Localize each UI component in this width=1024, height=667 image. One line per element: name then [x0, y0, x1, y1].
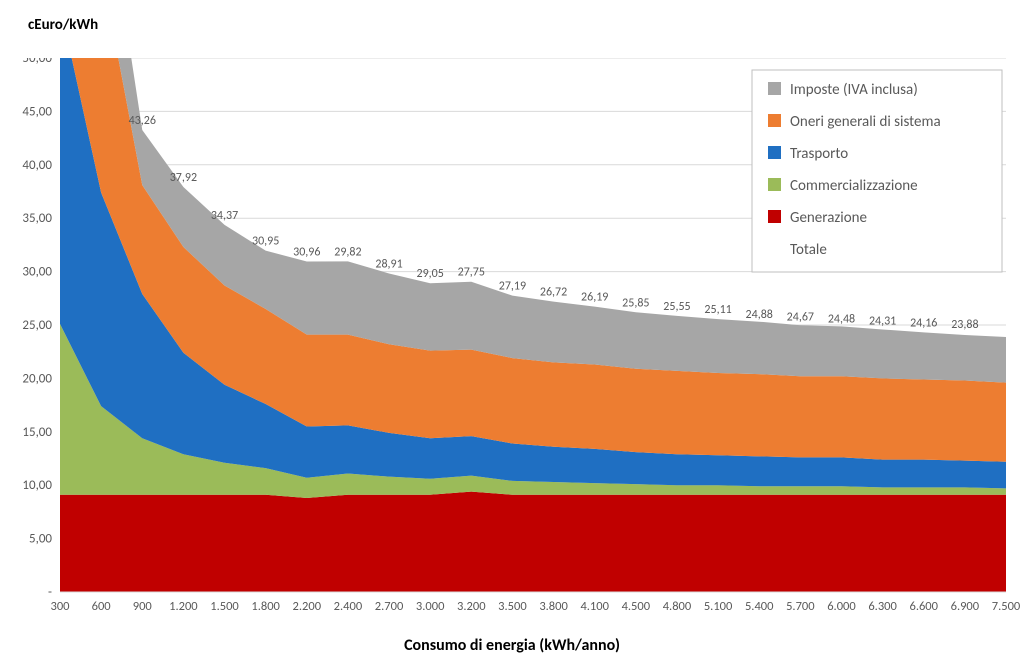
legend-swatch — [768, 146, 781, 159]
svg-text:-: - — [48, 585, 52, 600]
svg-text:6.300: 6.300 — [868, 599, 897, 614]
svg-text:2.400: 2.400 — [334, 599, 363, 614]
legend-label: Trasporto — [790, 145, 848, 163]
svg-text:20,00: 20,00 — [22, 371, 52, 386]
svg-text:3.500: 3.500 — [498, 599, 527, 614]
svg-text:30,00: 30,00 — [22, 265, 52, 280]
svg-text:6.900: 6.900 — [951, 599, 980, 614]
total-label: 30,96 — [293, 245, 320, 259]
total-label: 43,26 — [129, 114, 156, 128]
total-label: 37,92 — [170, 171, 197, 185]
svg-text:45,00: 45,00 — [22, 104, 52, 119]
legend-label: Generazione — [790, 209, 867, 227]
total-label: 27,75 — [458, 266, 485, 280]
svg-text:4.500: 4.500 — [622, 599, 651, 614]
svg-text:4.100: 4.100 — [580, 599, 609, 614]
svg-text:6.000: 6.000 — [827, 599, 856, 614]
svg-text:1.800: 1.800 — [251, 599, 280, 614]
svg-text:25,00: 25,00 — [22, 318, 52, 333]
svg-text:10,00: 10,00 — [22, 478, 52, 493]
x-axis-title: Consumo di energia (kWh/anno) — [0, 636, 1024, 655]
svg-text:15,00: 15,00 — [22, 425, 52, 440]
legend-swatch — [768, 210, 781, 223]
svg-text:2.700: 2.700 — [375, 599, 404, 614]
svg-text:3.000: 3.000 — [416, 599, 445, 614]
total-label: 24,67 — [787, 310, 814, 324]
area-chart: - 5,00 10,00 15,00 20,00 25,00 30,00 35,00 40,00… — [0, 0, 1024, 667]
svg-text:40,00: 40,00 — [22, 158, 52, 173]
total-label: 23,88 — [951, 318, 978, 332]
legend-label: Oneri generali di sistema — [790, 113, 941, 131]
svg-text:5.700: 5.700 — [786, 599, 815, 614]
legend-swatch — [768, 82, 781, 95]
chart-container: cEuro/kWh - 5,00 10,00 15,00 20,00 25,00 30,00… — [0, 0, 1024, 667]
svg-text:5.400: 5.400 — [745, 599, 774, 614]
svg-text:35,00: 35,00 — [22, 211, 52, 226]
total-label: 24,88 — [746, 308, 773, 322]
svg-text:1.500: 1.500 — [210, 599, 239, 614]
legend-label: Commercializzazione — [790, 177, 918, 195]
total-label: 28,91 — [375, 258, 402, 272]
total-label: 25,11 — [704, 303, 731, 317]
total-label: 27,19 — [499, 280, 526, 294]
svg-text:3.200: 3.200 — [457, 599, 486, 614]
legend-label: Totale — [790, 241, 827, 259]
y-axis-title: cEuro/kWh — [28, 16, 98, 34]
total-label: 24,31 — [869, 315, 896, 329]
svg-text:7.500: 7.500 — [992, 599, 1021, 614]
area-generazione — [60, 492, 1006, 592]
total-label: 29,82 — [334, 245, 361, 259]
svg-text:600: 600 — [92, 599, 112, 614]
svg-text:900: 900 — [133, 599, 153, 614]
total-label: 24,16 — [910, 316, 937, 330]
svg-text:5.100: 5.100 — [704, 599, 733, 614]
total-label: 25,55 — [663, 300, 690, 314]
total-label: 29,05 — [417, 267, 444, 281]
svg-text:300: 300 — [50, 599, 70, 614]
svg-text:5,00: 5,00 — [29, 532, 52, 547]
total-label: 34,37 — [211, 209, 238, 223]
total-label: 30,95 — [252, 235, 279, 249]
total-label: 24,48 — [828, 313, 855, 327]
svg-text:3.800: 3.800 — [539, 599, 568, 614]
total-label: 26,19 — [581, 291, 608, 305]
svg-text:4.800: 4.800 — [663, 599, 692, 614]
total-label: 26,72 — [540, 286, 567, 300]
legend-swatch — [768, 178, 781, 191]
legend-swatch — [768, 114, 781, 127]
svg-text:1.200: 1.200 — [169, 599, 198, 614]
svg-text:2.200: 2.200 — [293, 599, 322, 614]
legend-label: Imposte (IVA inclusa) — [790, 81, 918, 99]
total-label: 25,85 — [622, 296, 649, 310]
svg-text:6.600: 6.600 — [909, 599, 938, 614]
